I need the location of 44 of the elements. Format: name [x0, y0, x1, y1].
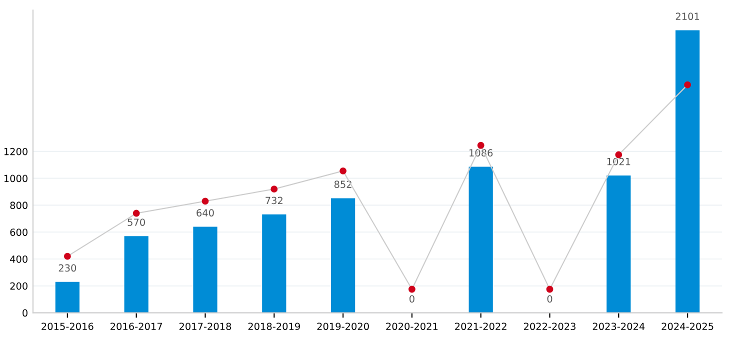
point	[408, 286, 416, 293]
data-label: 1021	[607, 158, 630, 166]
point	[340, 167, 347, 174]
data-label: 1086	[470, 149, 493, 157]
bar	[55, 282, 80, 313]
point	[684, 81, 692, 88]
data-label: 2101	[676, 12, 700, 20]
x-tick-label: 2017-2018	[179, 322, 232, 330]
bar	[330, 198, 356, 313]
y-tick-label: 400	[10, 255, 28, 263]
point	[477, 142, 484, 149]
point	[132, 210, 140, 217]
point	[546, 286, 554, 293]
x-tick-label: 2020-2021	[386, 322, 438, 330]
point	[64, 252, 71, 260]
x-tick-label: 2015-2016	[42, 322, 94, 330]
bar	[124, 236, 148, 313]
bar	[606, 175, 631, 313]
point	[202, 198, 209, 205]
y-tick-label: 0	[22, 309, 28, 317]
y-tick-label: 800	[10, 202, 28, 210]
x-tick-label: 2024-2025	[662, 322, 714, 330]
x-tick-label: 2021-2022	[455, 322, 506, 330]
x-tick-label: 2022-2023	[524, 322, 576, 330]
y-tick-label: 1000	[4, 174, 28, 182]
bar	[675, 30, 700, 313]
bar	[193, 226, 218, 313]
x-tick-label: 2019-2020	[317, 322, 369, 330]
data-label: 640	[196, 209, 214, 217]
data-label: 0	[547, 295, 552, 303]
data-label: 230	[58, 264, 76, 272]
data-label: 570	[128, 218, 145, 226]
x-tick-label: 2023-2024	[592, 322, 645, 330]
bar	[468, 166, 493, 313]
y-tick-label: 1200	[4, 148, 28, 156]
y-tick-label: 600	[10, 228, 28, 236]
data-label: 0	[409, 295, 414, 303]
x-tick-label: 2016-2017	[110, 322, 162, 330]
y-tick-label: 200	[10, 282, 28, 290]
data-label: 852	[334, 180, 352, 188]
data-label: 732	[266, 196, 282, 204]
point	[270, 186, 278, 193]
x-tick-label: 2018-2019	[248, 322, 300, 330]
bar	[262, 214, 286, 313]
